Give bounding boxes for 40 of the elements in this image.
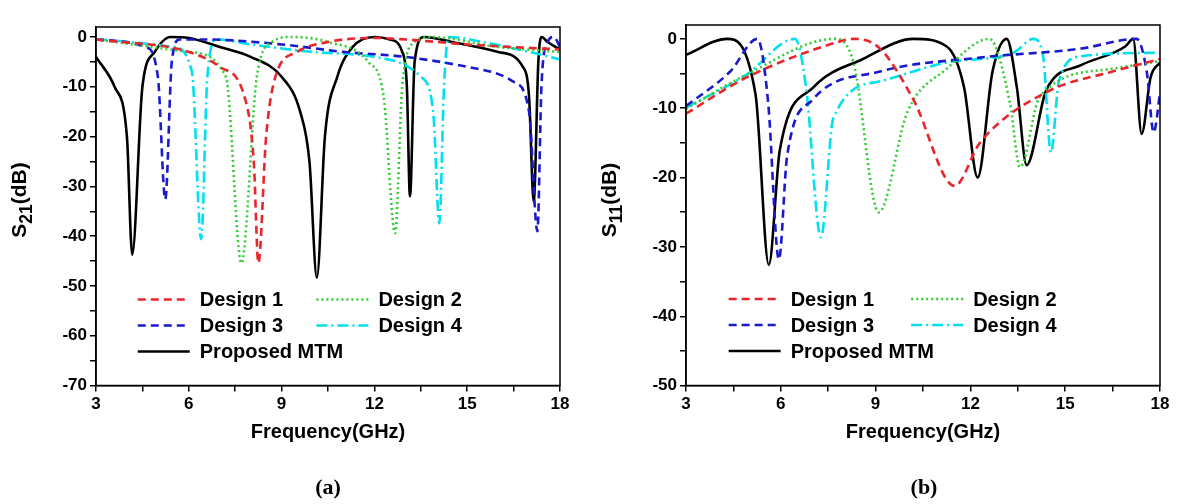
legend-label: Design 2 [973,287,1057,310]
x-tick-label: 18 [1150,394,1170,414]
x-tick-label: 3 [681,394,691,414]
y-tick-label: -50 [62,275,87,295]
x-tick-label: 6 [184,394,194,414]
x-tick-label: 12 [960,394,980,414]
text: (b) [910,474,938,500]
x-tick-label: 3 [91,394,101,414]
y-tick-label: -40 [62,225,87,245]
legend-label: Proposed MTM [199,340,344,363]
legend-label: Design 1 [790,287,875,310]
y-tick-label: -60 [62,325,87,345]
x-axis-title: Frequency(GHz) [250,419,406,442]
legend-label: Proposed MTM [790,339,934,362]
legend-label: Design 4 [973,313,1058,336]
legend-label: Design 3 [199,314,284,337]
x-tick-label: 6 [776,394,786,414]
y-tick-label: -10 [62,76,87,96]
y-tick-label: -10 [652,97,677,117]
y-tick-label: 0 [77,26,87,46]
legend-label: Design 3 [790,313,875,336]
y-tick-label: -20 [652,167,677,187]
x-tick-label: 9 [870,394,881,414]
y-tick-label: -50 [652,375,677,395]
x-tick-label: 15 [457,394,477,414]
y-tick-label: -40 [652,305,677,325]
x-tick-label: 9 [276,394,287,414]
x-axis-title: Frequency(GHz) [845,419,1001,442]
text: (a) [315,474,341,500]
x-tick-label: 15 [1055,394,1075,414]
legend-label: Design 2 [378,288,462,311]
x-tick-label: 18 [550,394,570,414]
legend-label: Design 4 [378,314,463,337]
y-tick-label: 0 [667,28,677,48]
y-tick-label: -70 [62,375,87,395]
y-tick-label: -20 [62,126,87,146]
legend-label: Design 1 [199,288,284,311]
y-tick-label: -30 [652,236,677,256]
y-tick-label: -30 [62,176,87,196]
x-tick-label: 12 [364,394,384,414]
